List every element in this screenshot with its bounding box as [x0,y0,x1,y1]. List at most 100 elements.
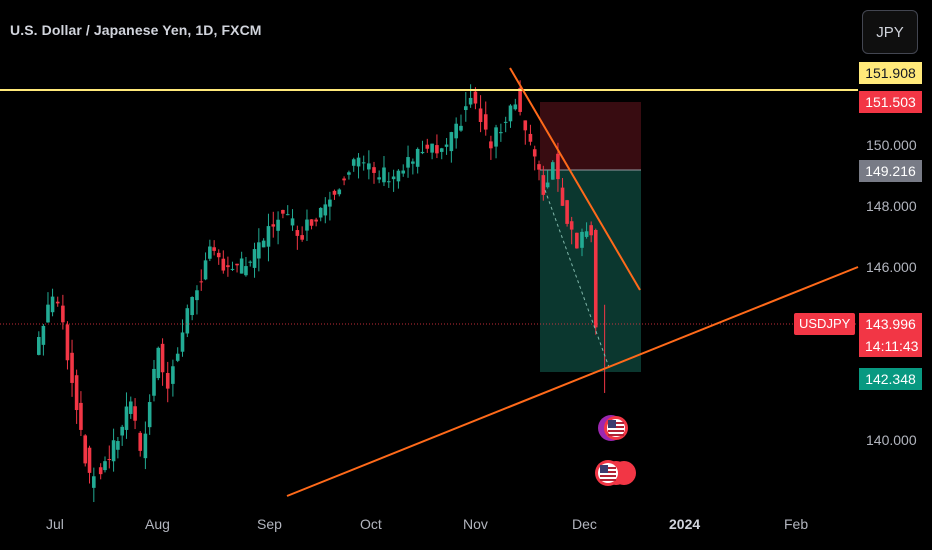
candle-body [337,189,342,195]
candle-body [411,161,415,164]
candle-body [98,467,103,475]
candle-body [185,308,190,334]
countdown-badge: 14:11:43 [859,335,922,357]
resistance-price-badge: 151.908 [859,62,922,84]
stop-price-badge: 151.503 [859,91,922,113]
candle-body [221,258,226,271]
candle-body [459,125,463,131]
us-economic-event-icon[interactable] [598,415,628,441]
candle-body [584,231,589,237]
candle-body [230,268,235,270]
currency-button[interactable]: JPY [862,10,918,54]
candle-body [556,153,560,180]
candle-body [244,266,248,276]
candle-body [430,143,434,153]
target-price-badge: 142.348 [859,368,922,390]
y-tick-label: 146.000 [866,259,917,275]
candle-body [111,440,116,462]
candle-body [239,258,244,274]
take-profit-zone[interactable] [540,170,641,372]
candle-body [65,324,70,361]
candle-body [266,226,271,247]
candle-body [92,476,96,488]
candle-body [295,230,300,236]
candle-body [257,242,261,259]
ascending-trendline[interactable] [286,266,859,497]
candle-body [87,447,92,473]
candle-body [589,225,593,236]
candle-body [309,219,314,226]
x-tick-label: Sep [257,516,282,532]
candle-body [444,144,449,147]
candle-body [318,207,323,218]
us-economic-events-group-icon[interactable] [595,460,636,486]
candle-body [396,170,401,182]
candle-body [483,114,488,130]
candlestick-series [37,80,606,503]
candle-body [499,132,503,134]
x-tick-label: Oct [360,516,382,532]
candle-body [508,105,513,122]
candle-body [290,218,295,226]
candle-body [382,167,386,183]
ticker-badge[interactable]: USDJPY [794,313,856,335]
entry-price-badge: 149.216 [859,160,922,182]
candle-body [300,235,304,240]
candle-body [550,162,555,180]
candle-body [391,176,396,180]
candle-body [133,406,137,421]
candle-body [216,252,221,258]
candle-body [356,157,361,167]
candle-body [128,401,133,414]
candle-body [61,305,65,323]
candle-body [46,304,50,323]
candle-body [195,290,199,301]
candle-body [138,432,143,451]
candle-body [494,127,498,147]
candle-body [147,402,152,428]
candle-body [165,373,170,389]
candle-body [261,240,266,248]
candle-body [203,260,208,280]
candle-body [74,375,79,411]
candle-body [252,249,257,268]
candle-body [50,296,55,313]
candle-body [473,91,478,104]
candle-body [386,181,391,183]
candle-body [332,190,337,195]
candle-body [314,219,318,222]
candle-body [478,108,483,122]
candle-body [347,172,351,175]
candle-body [468,97,473,105]
candle-body [79,402,83,430]
candle-body [342,178,346,181]
stop-loss-zone[interactable] [540,102,641,170]
last-price-badge: 143.996 [859,313,922,335]
y-tick-label: 148.000 [866,198,917,214]
candle-body [569,221,574,230]
candle-body [420,151,425,154]
candle-body [70,352,74,383]
candle-body [372,167,376,173]
x-tick-label: Feb [784,516,809,532]
candle-body [593,229,598,328]
candle-body [528,133,533,142]
candle-body [503,121,508,123]
candle-body [351,159,356,166]
x-tick-label: Jul [46,516,64,532]
candle-body [439,148,444,152]
x-tick-label: 2024 [669,516,701,532]
candle-body [518,87,522,112]
candle-body [454,123,458,139]
descending-trendline[interactable] [509,67,641,291]
candle-body [37,337,41,355]
x-tick-label: Aug [145,516,170,532]
candle-body [55,301,60,304]
candle-body [575,232,579,249]
candle-body [156,347,161,379]
candle-body [171,366,175,384]
candle-body [160,343,165,373]
candle-body [271,224,276,227]
projected-path-line [544,189,611,371]
